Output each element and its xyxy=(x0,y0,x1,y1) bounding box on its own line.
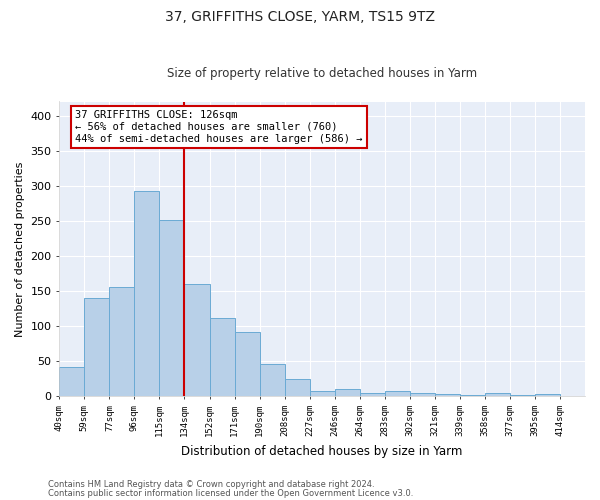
Bar xyxy=(59,367,85,396)
Bar xyxy=(134,190,160,396)
Bar xyxy=(460,395,485,396)
X-axis label: Distribution of detached houses by size in Yarm: Distribution of detached houses by size … xyxy=(181,444,463,458)
Bar xyxy=(435,394,460,396)
Bar xyxy=(209,318,235,396)
Bar xyxy=(360,393,385,396)
Bar xyxy=(410,394,435,396)
Bar xyxy=(160,220,184,396)
Text: Contains public sector information licensed under the Open Government Licence v3: Contains public sector information licen… xyxy=(48,488,413,498)
Text: 37, GRIFFITHS CLOSE, YARM, TS15 9TZ: 37, GRIFFITHS CLOSE, YARM, TS15 9TZ xyxy=(165,10,435,24)
Bar xyxy=(385,390,410,396)
Bar xyxy=(235,332,260,396)
Text: Contains HM Land Registry data © Crown copyright and database right 2024.: Contains HM Land Registry data © Crown c… xyxy=(48,480,374,489)
Bar xyxy=(260,364,284,396)
Bar xyxy=(85,298,109,396)
Bar xyxy=(184,284,209,397)
Bar xyxy=(485,394,510,396)
Bar xyxy=(510,395,535,396)
Bar xyxy=(284,380,310,396)
Bar xyxy=(535,394,560,396)
Y-axis label: Number of detached properties: Number of detached properties xyxy=(15,161,25,336)
Title: Size of property relative to detached houses in Yarm: Size of property relative to detached ho… xyxy=(167,66,477,80)
Text: 37 GRIFFITHS CLOSE: 126sqm
← 56% of detached houses are smaller (760)
44% of sem: 37 GRIFFITHS CLOSE: 126sqm ← 56% of deta… xyxy=(75,110,362,144)
Bar xyxy=(335,390,360,396)
Bar xyxy=(310,390,335,396)
Bar xyxy=(109,288,134,397)
